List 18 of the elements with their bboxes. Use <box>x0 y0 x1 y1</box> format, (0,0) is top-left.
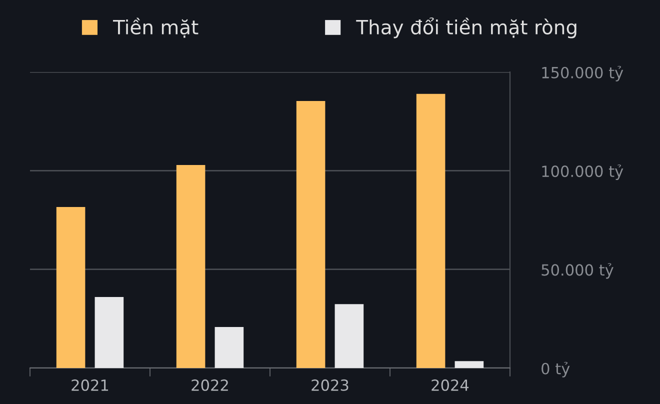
bar <box>214 326 244 368</box>
x-tick-label: 2021 <box>72 379 108 391</box>
legend-label: Thay đổi tiền mặt ròng <box>356 18 576 38</box>
bar <box>296 101 326 368</box>
y-tick-label: 100.000 tỷ <box>542 164 624 180</box>
x-tick-label: 2023 <box>312 379 348 391</box>
bar <box>176 164 206 368</box>
legend-label: Tiền mặt <box>112 18 198 38</box>
bar <box>334 304 364 368</box>
y-tick-label: 150.000 tỷ <box>542 66 624 82</box>
bar <box>94 296 124 368</box>
bar <box>416 94 446 368</box>
bar <box>56 206 86 368</box>
y-tick-label: 0 tỷ <box>542 362 570 378</box>
y-tick-label: 50.000 tỷ <box>542 263 614 279</box>
bar <box>454 361 484 368</box>
x-tick-label: 2022 <box>192 379 228 391</box>
x-tick-label: 2024 <box>432 379 469 391</box>
